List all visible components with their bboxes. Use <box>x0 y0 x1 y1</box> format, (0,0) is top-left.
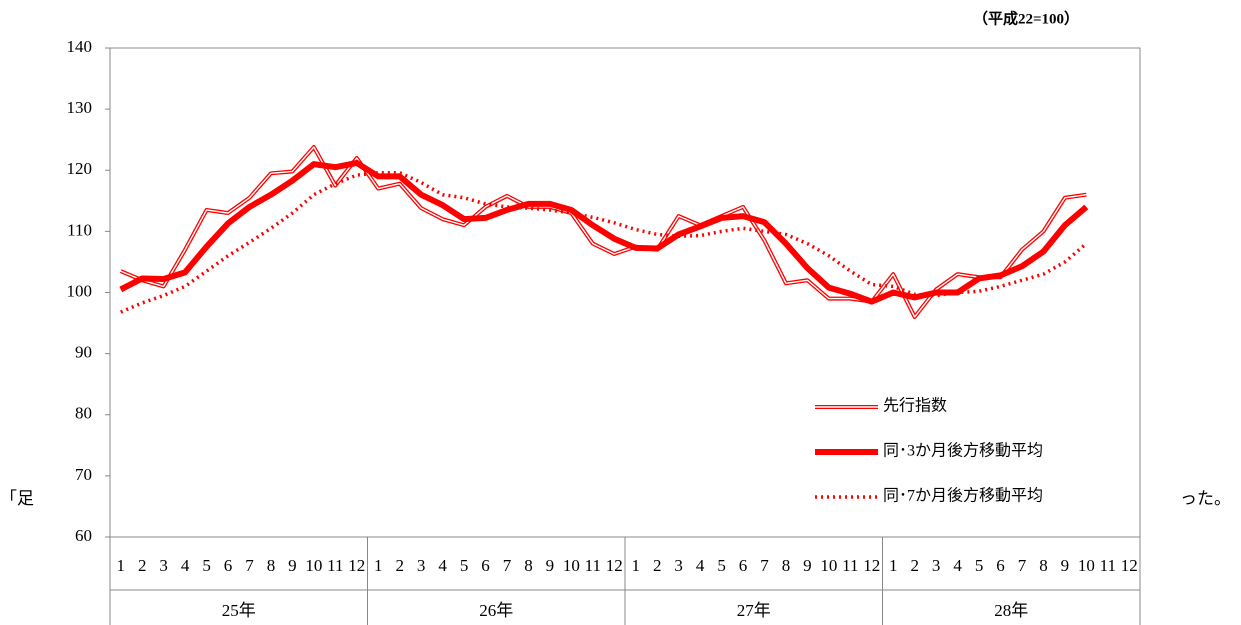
x-tick-label: 11 <box>842 556 858 575</box>
x-group-label: 28年 <box>994 601 1028 620</box>
y-tick-label: 90 <box>75 343 92 362</box>
y-tick-label: 100 <box>67 281 93 300</box>
x-tick-label: 6 <box>739 556 748 575</box>
x-tick-label: 10 <box>563 556 580 575</box>
x-tick-label: 4 <box>953 556 962 575</box>
x-tick-label: 9 <box>288 556 297 575</box>
plot-frame <box>109 47 1141 538</box>
x-tick-label: 1 <box>374 556 383 575</box>
x-tick-label: 10 <box>820 556 837 575</box>
x-tick-label: 4 <box>438 556 447 575</box>
x-group-label: 27年 <box>737 601 771 620</box>
x-tick-label: 8 <box>267 556 276 575</box>
y-tick-label: 120 <box>67 159 93 178</box>
legend-label: 先行指数 <box>883 397 947 415</box>
x-tick-label: 8 <box>1039 556 1048 575</box>
x-tick-label: 10 <box>305 556 322 575</box>
x-tick-label: 7 <box>1018 556 1027 575</box>
legend-label: 同･3か月後方移動平均 <box>883 442 1043 460</box>
x-tick-label: 11 <box>1100 556 1116 575</box>
x-tick-label: 6 <box>996 556 1005 575</box>
x-group-label: 26年 <box>479 601 513 620</box>
x-tick-label: 2 <box>910 556 919 575</box>
x-tick-label: 1 <box>116 556 125 575</box>
x-tick-label: 12 <box>606 556 623 575</box>
x-tick-label: 9 <box>803 556 812 575</box>
x-tick-label: 12 <box>348 556 365 575</box>
x-tick-label: 11 <box>327 556 343 575</box>
x-tick-label: 8 <box>782 556 791 575</box>
x-tick-label: 9 <box>546 556 555 575</box>
legend-label: 同･7か月後方移動平均 <box>883 487 1043 505</box>
x-tick-label: 6 <box>224 556 233 575</box>
x-tick-label: 6 <box>481 556 490 575</box>
x-group-label: 25年 <box>222 601 256 620</box>
x-tick-label: 12 <box>1121 556 1138 575</box>
x-tick-label: 2 <box>653 556 662 575</box>
series-line <box>120 146 1087 318</box>
background-text: 「足 <box>0 489 34 508</box>
y-tick-label: 70 <box>75 465 92 484</box>
unit-label: （平成22=100） <box>973 9 1079 27</box>
x-tick-label: 5 <box>460 556 469 575</box>
x-tick-label: 11 <box>585 556 601 575</box>
x-tick-label: 5 <box>717 556 726 575</box>
x-tick-label: 4 <box>181 556 190 575</box>
x-tick-label: 3 <box>159 556 168 575</box>
y-tick-label: 140 <box>67 37 93 56</box>
y-tick-label: 130 <box>67 98 93 117</box>
x-tick-label: 5 <box>202 556 211 575</box>
x-tick-label: 5 <box>975 556 984 575</box>
y-tick-label: 110 <box>67 220 92 239</box>
x-tick-label: 3 <box>674 556 683 575</box>
x-tick-label: 3 <box>417 556 426 575</box>
x-tick-label: 12 <box>863 556 880 575</box>
background-text: った。 <box>1180 489 1231 508</box>
y-tick-label: 60 <box>75 526 92 545</box>
x-tick-label: 9 <box>1061 556 1070 575</box>
x-tick-label: 2 <box>395 556 404 575</box>
series-line <box>120 170 1088 314</box>
x-tick-label: 1 <box>631 556 640 575</box>
x-tick-label: 7 <box>503 556 512 575</box>
x-tick-label: 2 <box>138 556 147 575</box>
x-tick-label: 4 <box>696 556 705 575</box>
series-line <box>119 159 1089 305</box>
x-tick-label: 1 <box>889 556 898 575</box>
x-tick-label: 10 <box>1078 556 1095 575</box>
x-tick-label: 8 <box>524 556 533 575</box>
y-tick-label: 80 <box>75 404 92 423</box>
x-tick-label: 3 <box>932 556 941 575</box>
x-tick-label: 7 <box>245 556 254 575</box>
x-tick-label: 7 <box>760 556 769 575</box>
